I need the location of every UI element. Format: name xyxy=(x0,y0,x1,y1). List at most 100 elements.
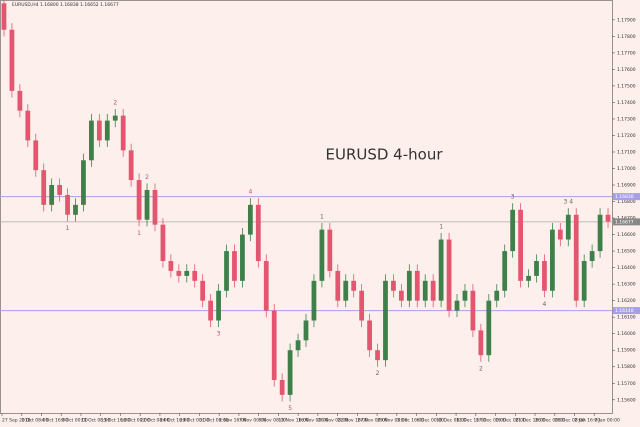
price-tag xyxy=(613,218,640,226)
candle-body xyxy=(351,280,357,291)
candle-body xyxy=(73,204,78,215)
y-tick-label: 1.17600 xyxy=(617,67,636,73)
wave-label: 3 xyxy=(217,331,221,338)
candle-body xyxy=(414,270,420,301)
candle-body xyxy=(192,270,198,281)
candle-body xyxy=(486,300,492,356)
candle-body xyxy=(319,229,325,281)
y-tick-label: 1.16600 xyxy=(617,232,636,238)
x-tick-label: 26 Dec 00:00 xyxy=(535,418,565,424)
candle-body xyxy=(343,280,349,301)
candle-body xyxy=(232,251,237,281)
wave-label: 3 xyxy=(511,194,515,201)
wave-label: 2 xyxy=(376,370,380,377)
y-tick-label: 1.17100 xyxy=(617,149,636,155)
candle-body xyxy=(160,224,166,262)
x-tick-label: 12 Dec 16:00 xyxy=(456,418,486,424)
level-label: 1.16830 xyxy=(615,194,634,200)
candle-body xyxy=(271,310,277,380)
candle-body xyxy=(422,280,428,301)
candle-body xyxy=(168,261,174,271)
candle-body xyxy=(287,350,293,395)
candle-body xyxy=(478,330,484,356)
candle-body xyxy=(81,160,86,205)
x-tick-label: 4 Oct 16:00 xyxy=(41,418,68,424)
x-tick-label: 20 Nov 08:00 xyxy=(318,418,348,424)
candle-body xyxy=(518,209,523,281)
wave-label: 1 xyxy=(66,225,70,232)
candle-body xyxy=(391,280,396,291)
candle-body xyxy=(494,290,500,301)
level-tag xyxy=(613,307,640,315)
candle-body xyxy=(295,340,301,351)
candle-body xyxy=(255,204,261,262)
y-tick-label: 1.16900 xyxy=(617,183,636,189)
candle-body xyxy=(89,120,94,161)
x-tick-label: 18 Oct 00:00 xyxy=(120,418,149,424)
x-tick-label: 3 Dec 16:00 xyxy=(397,418,425,424)
level-label: 1.16140 xyxy=(615,308,634,314)
y-tick-label: 1.17300 xyxy=(617,116,636,122)
y-tick-label: 1.17500 xyxy=(617,83,636,89)
x-tick-label: 2 Nov 16:00 xyxy=(219,418,247,424)
candle-body xyxy=(327,229,333,271)
candle-body xyxy=(9,29,15,91)
x-tick-label: 13 Nov 16:00 xyxy=(278,418,308,424)
x-tick-label: 28 Dec 08:00 xyxy=(555,418,585,424)
candle-body xyxy=(510,209,516,252)
wave-label: 4 xyxy=(543,301,547,308)
x-tick-label: 19 Dec 08:00 xyxy=(496,418,526,424)
wave-label: 4 xyxy=(248,189,252,196)
candle-body xyxy=(375,350,380,361)
candle-body xyxy=(104,120,110,141)
wave-label: 1 xyxy=(439,223,443,230)
candle-body xyxy=(184,270,190,276)
y-tick-label: 1.16100 xyxy=(617,315,636,321)
candle-body xyxy=(200,280,206,301)
candle-body xyxy=(565,214,571,240)
y-tick-label: 1.15900 xyxy=(617,348,636,354)
candle-body xyxy=(446,239,452,311)
x-tick-label: 2 Jan 16:00 xyxy=(575,418,601,424)
candle-body xyxy=(557,229,563,240)
x-tick-label: 21 Dec 16:00 xyxy=(515,418,545,424)
wave-label: 3 4 xyxy=(564,199,574,206)
candle-body xyxy=(367,320,372,351)
candle-body xyxy=(573,214,579,301)
wave-label: 1 xyxy=(137,230,141,237)
x-tick-label: 11 Oct 08:00 xyxy=(81,418,110,424)
candle-body xyxy=(605,214,611,222)
candle-body xyxy=(430,280,436,301)
candle-body xyxy=(502,251,508,291)
candle-body xyxy=(597,214,603,252)
candle-body xyxy=(542,261,547,291)
candle-body xyxy=(176,270,182,276)
y-tick-label: 1.17200 xyxy=(617,133,636,139)
wave-label: 2 xyxy=(113,100,117,107)
candle-body xyxy=(247,204,253,235)
candle-body xyxy=(550,229,555,291)
candle-body xyxy=(534,261,539,276)
wave-label: 5 xyxy=(288,405,292,412)
candle-body xyxy=(438,239,444,301)
candle-body xyxy=(120,115,126,151)
y-tick-label: 1.17700 xyxy=(617,50,636,56)
wave-label: 2 xyxy=(145,174,149,181)
x-tick-label: 2 Oct 08:00 xyxy=(22,418,49,424)
y-tick-label: 1.16000 xyxy=(617,331,636,337)
x-tick-label: 15 Oct 16:00 xyxy=(101,418,130,424)
candle-body xyxy=(589,251,595,262)
y-tick-label: 1.17800 xyxy=(617,34,636,40)
y-tick-label: 1.16200 xyxy=(617,298,636,304)
candle-body xyxy=(96,120,102,141)
candle-body xyxy=(65,194,70,215)
level-tag xyxy=(613,193,640,201)
candle-body xyxy=(454,300,460,311)
candle-body xyxy=(216,290,221,321)
candle-body xyxy=(359,290,365,321)
x-tick-label: 22 Oct 08:00 xyxy=(140,418,169,424)
x-tick-label: 7 Jan 00:00 xyxy=(594,418,620,424)
x-tick-label: 9 Oct 00:00 xyxy=(61,418,88,424)
chart-title: EURUSD 4-hour xyxy=(325,146,443,164)
